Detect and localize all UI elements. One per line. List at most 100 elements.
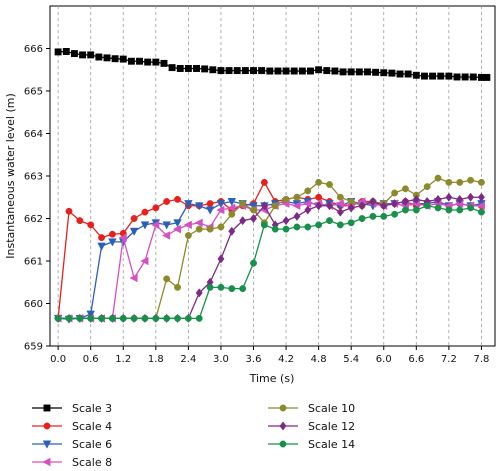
data-point	[326, 181, 333, 188]
data-point	[239, 216, 247, 226]
data-point	[227, 198, 237, 207]
data-point	[193, 65, 200, 72]
data-point	[326, 217, 333, 225]
data-point	[194, 218, 203, 228]
series-line	[57, 181, 482, 319]
legend-item: Scale 6	[32, 438, 112, 451]
data-point	[195, 314, 203, 322]
data-point	[76, 314, 84, 322]
legend-marker	[42, 457, 51, 467]
data-point	[401, 196, 409, 207]
y-axis-title: Instantaneous water level (m)	[4, 93, 17, 258]
data-point	[152, 58, 160, 66]
data-point	[130, 215, 138, 222]
data-point	[434, 174, 442, 182]
series-line	[58, 205, 482, 320]
x-axis-title: Time (s)	[249, 372, 295, 385]
data-point	[404, 70, 412, 78]
data-point	[129, 227, 139, 236]
data-point	[307, 67, 314, 75]
x-tick-label: 3.0	[213, 354, 229, 365]
y-tick-label: 664	[24, 129, 43, 140]
legend-item: Scale 3	[32, 402, 112, 415]
data-point	[250, 67, 257, 75]
data-point	[241, 67, 249, 75]
data-point	[315, 178, 323, 186]
data-point	[412, 206, 420, 214]
series-scale-12	[54, 192, 485, 323]
data-point	[228, 210, 236, 218]
data-point	[98, 234, 106, 242]
data-point	[119, 55, 127, 63]
data-point	[217, 67, 225, 75]
data-point	[456, 206, 464, 214]
data-point	[266, 67, 274, 75]
legend-label: Scale 14	[308, 438, 355, 451]
x-tick-label: 3.6	[246, 354, 262, 365]
legend-marker	[43, 422, 51, 430]
data-point	[369, 196, 377, 207]
data-point	[195, 225, 203, 233]
data-point	[227, 203, 236, 213]
x-tick-label: 0.0	[50, 354, 66, 365]
data-point	[331, 67, 339, 75]
data-point	[184, 314, 192, 322]
data-point	[304, 187, 312, 195]
data-point	[250, 259, 257, 267]
data-point	[290, 67, 298, 75]
data-point	[216, 205, 225, 215]
data-point	[282, 216, 290, 226]
data-point	[347, 219, 355, 227]
data-point	[445, 178, 453, 186]
data-point	[152, 314, 160, 322]
data-point	[54, 48, 62, 56]
legend-item: Scale 8	[32, 456, 112, 469]
x-tick-label: 7.2	[441, 354, 457, 365]
data-point	[70, 50, 78, 58]
x-tick-label: 1.8	[148, 354, 164, 365]
data-point	[335, 199, 344, 208]
data-point	[483, 73, 491, 81]
data-point	[168, 64, 176, 72]
data-point	[315, 221, 323, 229]
data-point	[271, 202, 279, 210]
data-point	[87, 314, 95, 322]
data-point	[258, 67, 266, 75]
data-point	[140, 256, 149, 266]
data-point	[108, 230, 116, 238]
data-point	[173, 219, 182, 228]
data-point	[412, 71, 420, 79]
data-point	[364, 68, 371, 76]
legend-label: Scale 12	[308, 420, 355, 433]
data-point	[315, 66, 323, 74]
data-point	[347, 68, 355, 76]
x-tick-label: 5.4	[343, 354, 359, 365]
data-point	[271, 225, 279, 233]
data-point	[98, 314, 106, 322]
data-point	[140, 221, 150, 230]
legend: Scale 3 Scale 4 Scale 6 Scale 8 Scale 10 Scal…	[32, 402, 355, 469]
data-point	[429, 72, 437, 80]
data-point	[217, 223, 225, 231]
series-scale-3	[54, 48, 491, 81]
x-tick-label: 6.6	[408, 354, 424, 365]
data-point	[298, 67, 306, 75]
data-point	[111, 55, 119, 63]
data-point	[380, 69, 388, 77]
data-point	[456, 178, 464, 186]
data-point	[315, 201, 323, 211]
legend-label: Scale 4	[72, 420, 112, 433]
data-point	[162, 221, 171, 230]
data-point	[176, 65, 184, 72]
data-point	[209, 66, 217, 74]
data-point	[76, 217, 84, 225]
data-point	[260, 201, 268, 211]
x-axis: 0.0 0.6 1.2 1.8 2.4 3.0 3.6 4.2 4.8 5.4 6.0 6.6 7.2 7…	[50, 346, 489, 365]
y-axis: 659 660 661 662 663 664 665 666	[24, 44, 50, 353]
x-tick-label: 0.6	[83, 354, 99, 365]
data-point	[249, 213, 258, 224]
data-point	[201, 65, 209, 73]
data-point	[293, 223, 301, 231]
data-point	[423, 202, 431, 210]
